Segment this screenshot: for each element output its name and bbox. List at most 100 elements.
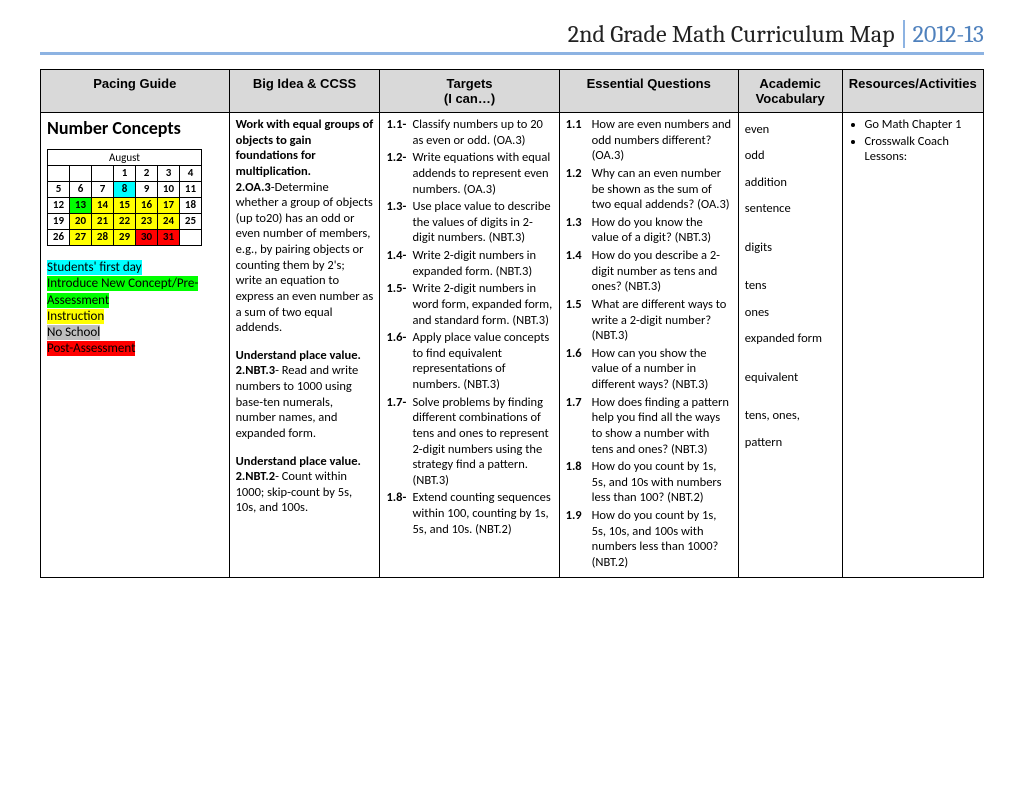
list-item: 1.3How do you know the value of a digit?… — [566, 215, 732, 246]
list-item: 1.5What are different ways to write a 2-… — [566, 297, 732, 344]
calendar-day — [48, 166, 70, 182]
cell-big-idea: Work with equal groups of objects to gai… — [229, 113, 380, 578]
vocab-term: tens — [745, 273, 836, 299]
list-item: 1.2Why can an even number be shown as th… — [566, 166, 732, 213]
calendar-day — [92, 166, 114, 182]
vocab-term: addition sentence — [745, 170, 836, 223]
list-item: 1.5-Write 2-digit numbers in word form, … — [386, 281, 552, 328]
calendar-day: 19 — [48, 214, 70, 230]
calendar-day: 11 — [180, 182, 202, 198]
calendar-day: 26 — [48, 230, 70, 246]
cell-pacing: Number Concepts August 12345678910111213… — [41, 113, 230, 578]
vocab-term: expanded form — [745, 326, 836, 352]
page-title: 2nd Grade Math Curriculum Map — [568, 20, 895, 48]
big-idea-paragraph: Understand place value. — [236, 454, 374, 470]
calendar-day: 13 — [70, 198, 92, 214]
vocab-term — [745, 261, 836, 274]
cell-targets: 1.1-Classify numbers up to 20 as even or… — [380, 113, 559, 578]
list-item: 1.8-Extend counting sequences within 100… — [386, 490, 552, 537]
calendar-day: 17 — [158, 198, 180, 214]
calendar-day: 10 — [158, 182, 180, 198]
list-item: 1.6-Apply place value concepts to find e… — [386, 330, 552, 393]
calendar-day: 21 — [92, 214, 114, 230]
calendar-day: 29 — [114, 230, 136, 246]
calendar-day: 23 — [136, 214, 158, 230]
cell-vocab: evenoddaddition sentence digits tensones… — [738, 113, 842, 578]
cell-resources: Go Math Chapter 1 Crosswalk Coach Lessons… — [842, 113, 984, 578]
calendar-day: 6 — [70, 182, 92, 198]
calendar-day: 3 — [158, 166, 180, 182]
page-header: 2nd Grade Math Curriculum Map 2012-13 — [40, 20, 984, 55]
column-header: Essential Questions — [559, 70, 738, 113]
list-item: 1.2-Write equations with equal addends t… — [386, 150, 552, 197]
calendar-day: 8 — [114, 182, 136, 198]
list-item: 1.8How do you count by 1s, 5s, and 10s w… — [566, 459, 732, 506]
calendar-day: 28 — [92, 230, 114, 246]
column-header: Pacing Guide — [41, 70, 230, 113]
legend-item: No School — [47, 325, 100, 340]
list-item: 1.9How do you count by 1s, 5s, 10s, and … — [566, 508, 732, 571]
calendar-day: 15 — [114, 198, 136, 214]
calendar-day: 22 — [114, 214, 136, 230]
big-idea-paragraph: 2.NBT.2- Count within 1000; skip-count b… — [236, 469, 374, 516]
list-item: 1.4How do you describe a 2-digit number … — [566, 248, 732, 295]
column-header: Big Idea & CCSS — [229, 70, 380, 113]
vocab-term: odd — [745, 143, 836, 169]
calendar-month: August — [48, 150, 202, 166]
calendar-day — [70, 166, 92, 182]
calendar-day: 1 — [114, 166, 136, 182]
calendar-day: 24 — [158, 214, 180, 230]
table-row: Number Concepts August 12345678910111213… — [41, 113, 984, 578]
list-item: 1.7-Solve problems by finding different … — [386, 395, 552, 489]
column-header: Academic Vocabulary — [738, 70, 842, 113]
resource-item: Crosswalk Coach Lessons: — [865, 134, 978, 164]
vocab-term: ones — [745, 300, 836, 326]
legend-item: Instruction — [47, 309, 104, 324]
calendar-day: 30 — [136, 230, 158, 246]
vocab-term: equivalent — [745, 365, 836, 391]
calendar: August 123456789101112131415161718192021… — [47, 149, 202, 246]
calendar-day: 25 — [180, 214, 202, 230]
legend-item: Introduce New Concept/Pre-Assessment — [47, 276, 198, 307]
resource-item: Go Math Chapter 1 — [865, 117, 978, 132]
cell-questions: 1.1How are even numbers and odd numbers … — [559, 113, 738, 578]
section-title: Number Concepts — [47, 117, 223, 139]
legend-item: Post-Assessment — [47, 341, 135, 356]
calendar-day: 2 — [136, 166, 158, 182]
vocab-term — [745, 222, 836, 235]
vocab-term — [745, 391, 836, 404]
big-idea-paragraph: Work with equal groups of objects to gai… — [236, 117, 374, 180]
list-item: 1.1How are even numbers and odd numbers … — [566, 117, 732, 164]
list-item: 1.6How can you show the value of a numbe… — [566, 346, 732, 393]
list-item: 1.3-Use place value to describe the valu… — [386, 199, 552, 246]
calendar-day: 5 — [48, 182, 70, 198]
list-item: 1.7How does finding a pattern help you f… — [566, 395, 732, 458]
big-idea-paragraph: Understand place value. — [236, 348, 374, 364]
list-item: 1.1-Classify numbers up to 20 as even or… — [386, 117, 552, 148]
legend: Students' first dayIntroduce New Concept… — [47, 260, 223, 358]
page-year: 2012-13 — [903, 20, 984, 48]
list-item: 1.4-Write 2-digit numbers in expanded fo… — [386, 248, 552, 279]
calendar-day: 7 — [92, 182, 114, 198]
calendar-day: 12 — [48, 198, 70, 214]
calendar-day: 14 — [92, 198, 114, 214]
column-header: Targets(I can…) — [380, 70, 559, 113]
calendar-day: 27 — [70, 230, 92, 246]
vocab-term — [745, 352, 836, 365]
calendar-day: 18 — [180, 198, 202, 214]
calendar-day: 4 — [180, 166, 202, 182]
calendar-day: 31 — [158, 230, 180, 246]
column-header: Resources/Activities — [842, 70, 984, 113]
calendar-day: 20 — [70, 214, 92, 230]
calendar-day: 9 — [136, 182, 158, 198]
big-idea-paragraph: 2.NBT.3- Read and write numbers to 1000 … — [236, 363, 374, 441]
calendar-day — [180, 230, 202, 246]
vocab-term: tens, ones, pattern — [745, 403, 836, 456]
vocab-term: even — [745, 117, 836, 143]
big-idea-paragraph: 2.OA.3-Determine whether a group of obje… — [236, 180, 374, 336]
table-header-row: Pacing GuideBig Idea & CCSSTargets(I can… — [41, 70, 984, 113]
vocab-term: digits — [745, 235, 836, 261]
legend-item: Students' first day — [47, 260, 142, 275]
curriculum-table: Pacing GuideBig Idea & CCSSTargets(I can… — [40, 69, 984, 578]
calendar-day: 16 — [136, 198, 158, 214]
